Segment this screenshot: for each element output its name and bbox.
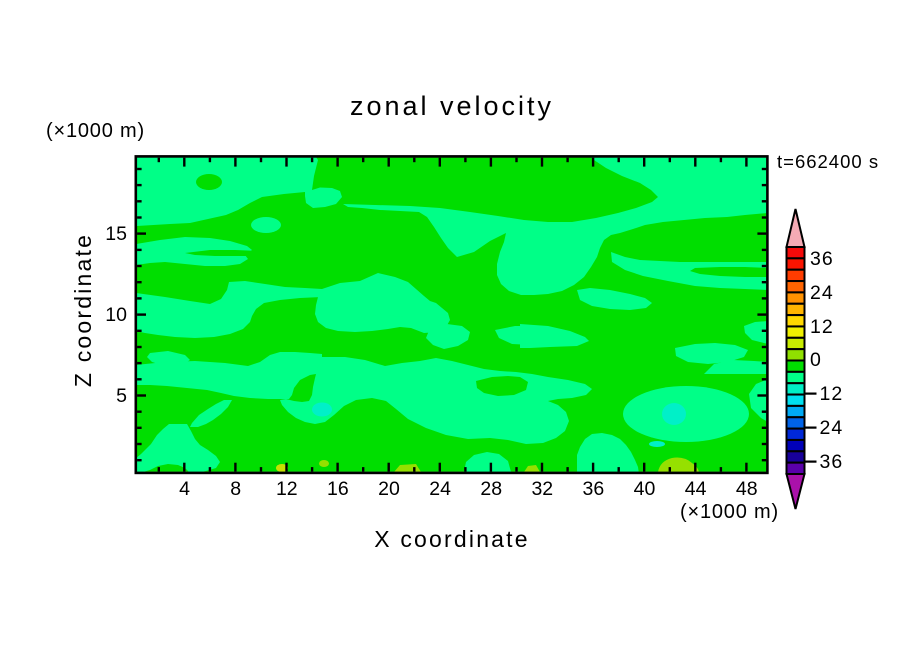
svg-text:Z coordinate: Z coordinate [70, 233, 96, 387]
svg-text:48: 48 [736, 478, 758, 500]
svg-text:5: 5 [116, 385, 127, 407]
svg-text:36: 36 [820, 451, 844, 473]
svg-text:32: 32 [531, 478, 553, 500]
svg-text:12: 12 [810, 316, 834, 338]
svg-text:4: 4 [179, 478, 190, 500]
svg-text:44: 44 [685, 478, 707, 500]
svg-text:24: 24 [810, 282, 834, 304]
svg-text:28: 28 [480, 478, 502, 500]
svg-text:16: 16 [327, 478, 349, 500]
svg-text:20: 20 [378, 478, 400, 500]
svg-text:12: 12 [276, 478, 298, 500]
svg-text:24: 24 [820, 417, 844, 439]
svg-text:15: 15 [105, 223, 127, 245]
svg-text:(×1000 m): (×1000 m) [680, 501, 779, 523]
svg-text:24: 24 [429, 478, 451, 500]
svg-text:12: 12 [820, 383, 844, 405]
svg-text:zonal velocity: zonal velocity [350, 91, 554, 121]
svg-text:8: 8 [230, 478, 241, 500]
svg-text:t=662400 s: t=662400 s [777, 151, 879, 172]
svg-text:40: 40 [634, 478, 656, 500]
svg-text:36: 36 [583, 478, 605, 500]
svg-text:36: 36 [810, 248, 834, 270]
svg-text:0: 0 [810, 349, 821, 371]
svg-text:X coordinate: X coordinate [374, 526, 530, 552]
svg-text:(×1000 m): (×1000 m) [46, 120, 145, 142]
svg-text:10: 10 [105, 304, 127, 326]
